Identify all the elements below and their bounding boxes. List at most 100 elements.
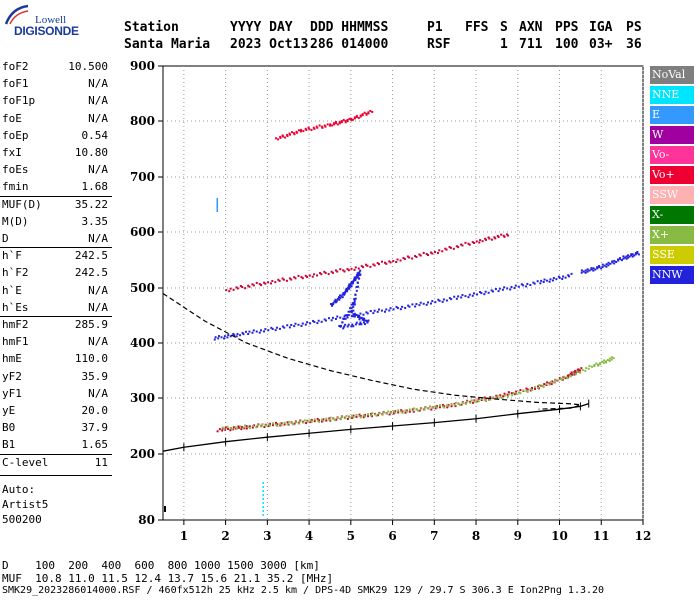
echo-point xyxy=(444,247,447,250)
echo-point xyxy=(445,299,448,302)
echo-point xyxy=(284,136,287,139)
param-key: h`E xyxy=(2,283,22,297)
echo-point xyxy=(239,334,242,337)
echo-point xyxy=(610,358,613,361)
echo-point xyxy=(605,263,608,266)
echo-point xyxy=(537,385,540,388)
echo-point xyxy=(339,297,342,300)
echo-point xyxy=(369,265,372,268)
echo-point xyxy=(599,362,602,365)
param-value: 1.65 xyxy=(81,438,109,452)
echo-point xyxy=(241,286,244,289)
echo-point xyxy=(355,415,358,418)
echo-point xyxy=(304,127,307,130)
echo-point xyxy=(519,389,522,392)
echo-point xyxy=(217,337,220,340)
x-tick-label: 4 xyxy=(305,529,313,543)
param-key: yE xyxy=(2,404,16,417)
echo-point xyxy=(554,378,557,381)
echo-point xyxy=(612,357,615,360)
echo-point xyxy=(264,424,267,427)
echo-point xyxy=(365,113,368,116)
echo-point xyxy=(467,296,470,299)
echo-point xyxy=(411,409,414,412)
echo-point xyxy=(401,410,404,413)
echo-point xyxy=(628,255,631,258)
echo-point xyxy=(263,281,266,284)
x-tick-label: 6 xyxy=(388,529,396,543)
echo-point xyxy=(395,261,398,264)
echo-point xyxy=(450,405,453,408)
file-info-row: SMK29_2023286014000.RSF / 460fx512h 25 k… xyxy=(2,585,605,596)
echo-point xyxy=(597,363,600,366)
echo-point xyxy=(506,393,509,396)
echo-point xyxy=(526,390,529,393)
echo-point xyxy=(425,303,428,306)
echo-point xyxy=(601,263,604,266)
param-value: N/A xyxy=(88,111,108,125)
echo-point xyxy=(226,425,229,428)
echo-point xyxy=(438,406,441,409)
echo-point xyxy=(280,422,283,425)
echo-point xyxy=(500,233,503,236)
echo-point xyxy=(477,400,480,403)
digisonde-logo-icon xyxy=(4,4,29,25)
echo-point xyxy=(217,335,220,338)
echo-point xyxy=(573,371,576,374)
echo-point xyxy=(609,262,612,265)
echo-point xyxy=(631,255,634,258)
echo-point xyxy=(574,369,577,372)
echo-point xyxy=(430,302,433,305)
echo-point xyxy=(292,423,295,426)
echo-point xyxy=(569,372,572,375)
echo-point xyxy=(309,322,312,325)
x-tick-label: 8 xyxy=(472,529,480,543)
echo-point xyxy=(277,278,280,281)
echo-point xyxy=(347,314,350,317)
echo-point xyxy=(513,287,516,290)
echo-point xyxy=(539,282,542,285)
echo-point xyxy=(625,255,628,258)
echo-point xyxy=(383,261,386,264)
echo-point xyxy=(586,268,589,271)
echo-point xyxy=(392,410,395,413)
echo-point xyxy=(450,298,453,301)
echo-point xyxy=(293,276,296,279)
echo-point xyxy=(268,422,271,425)
echo-point xyxy=(502,395,505,398)
echo-point xyxy=(329,416,332,419)
echo-point xyxy=(462,401,465,404)
echo-point xyxy=(295,130,298,133)
echo-point xyxy=(283,326,286,329)
echo-point xyxy=(548,383,551,386)
echo-point xyxy=(323,124,326,127)
echo-point xyxy=(367,319,370,322)
echo-point xyxy=(480,398,483,401)
echo-point xyxy=(479,291,482,294)
echo-point xyxy=(244,424,247,427)
echo-point xyxy=(449,246,452,249)
echo-point xyxy=(308,274,311,277)
echo-point xyxy=(496,234,499,237)
echo-point xyxy=(427,407,430,410)
echo-point xyxy=(279,422,282,425)
echo-point xyxy=(336,315,339,318)
echo-point xyxy=(525,387,528,390)
echo-point xyxy=(552,381,555,384)
echo-point xyxy=(526,282,529,285)
echo-point xyxy=(346,120,349,123)
echo-point xyxy=(448,245,451,248)
echo-point xyxy=(575,373,578,376)
echo-point xyxy=(223,335,226,338)
echo-point xyxy=(438,249,441,252)
param-key: C-level xyxy=(2,455,49,469)
echo-point xyxy=(331,271,334,274)
header-row1-cell: FFS xyxy=(465,20,489,35)
x-tick-label: 2 xyxy=(221,529,229,543)
echo-point xyxy=(483,396,486,399)
echo-point xyxy=(309,421,312,424)
param-row: yF2 35.9 xyxy=(2,370,108,386)
echo-point xyxy=(478,241,481,244)
echo-point xyxy=(473,399,476,402)
echo-point xyxy=(226,336,229,339)
